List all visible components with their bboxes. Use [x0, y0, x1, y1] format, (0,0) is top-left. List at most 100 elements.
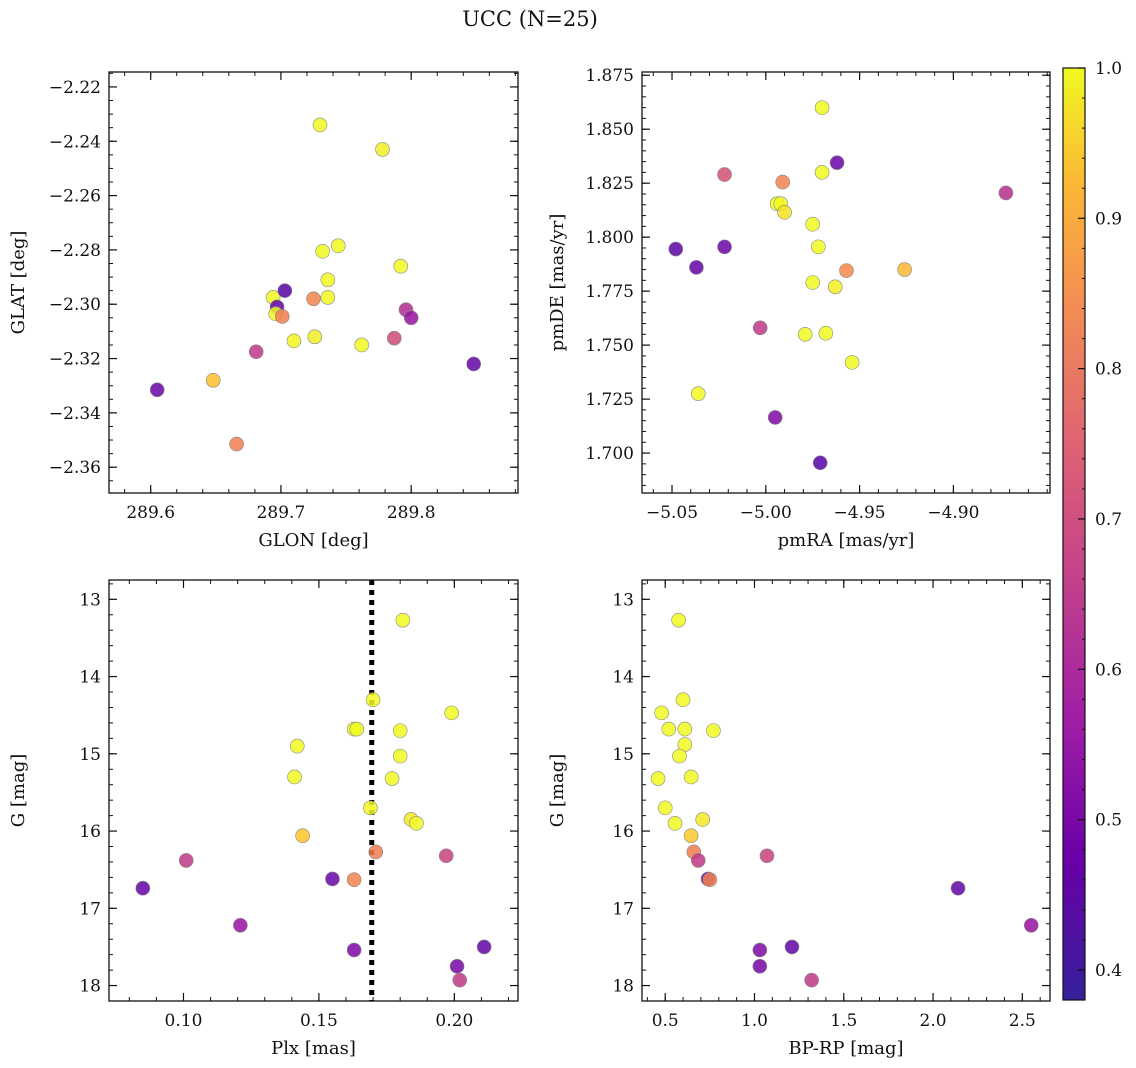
scatter-point [657, 800, 673, 816]
ytick-label: 1.800 [585, 228, 634, 248]
scatter-point [683, 769, 699, 785]
scatter-point [661, 721, 677, 737]
scatter-point [375, 142, 390, 157]
scatter-point [675, 692, 691, 708]
scatter-point [320, 290, 336, 305]
ytick-label: 1.725 [585, 390, 634, 410]
scatter-point [702, 872, 718, 888]
ytick-label: 15 [612, 745, 634, 765]
scatter-point [306, 291, 321, 307]
scatter-point [392, 723, 408, 738]
scatter-point [784, 939, 800, 955]
ytick-label: −2.28 [49, 241, 101, 261]
scatter-panel-plx-g: 0.10 0.15 0.20 13 14 15 16 17 18 Plx [mas] G [mag] [8, 579, 519, 1059]
xtick-label: −5.00 [740, 503, 792, 523]
scatter-point [384, 771, 400, 786]
scatter-point [438, 848, 454, 864]
ytick-label: 1.850 [585, 120, 634, 140]
scatter-point [759, 848, 775, 864]
xtick-label: 2.5 [1009, 1011, 1036, 1031]
y-axis-label: GLAT [deg] [8, 231, 29, 335]
ytick-label: 1.875 [585, 66, 634, 86]
scatter-point [289, 738, 305, 754]
y-axis-label: G [mag] [547, 754, 568, 827]
ytick-label: −2.34 [49, 404, 101, 424]
scatter-point [752, 320, 768, 336]
scatter-point [668, 241, 684, 257]
scatter-point [695, 812, 711, 827]
scatter-point [839, 263, 854, 278]
scatter-panel-glon-glat: 289.6 289.7 289.8 −2.22 −2.24 −2.26 −2.28 −2.30… [8, 71, 519, 551]
scatter-point [205, 372, 221, 388]
scatter-point [365, 692, 381, 708]
ytick-label: −2.22 [49, 78, 101, 98]
scatter-point [650, 771, 666, 786]
scatter-point [178, 853, 194, 868]
scatter-point [315, 243, 330, 259]
colorbar-tick-label: 1.0 [1095, 59, 1122, 79]
scatter-point [812, 455, 828, 471]
scatter-point [844, 355, 860, 370]
scatter-point [752, 942, 768, 958]
scatter-point [677, 721, 693, 737]
scatter-point [752, 958, 768, 974]
scatter-point [706, 723, 721, 738]
scatter-point [690, 853, 706, 868]
colorbar-tick-label: 0.9 [1095, 209, 1122, 229]
scatter-point [403, 310, 419, 326]
colorbar-tick-label: 0.6 [1095, 660, 1122, 680]
scatter-point [286, 333, 302, 349]
scatter-point [277, 283, 293, 298]
scatter-point [775, 174, 790, 190]
x-axis-label: BP-RP [mag] [788, 1038, 903, 1059]
ytick-label: 1.775 [585, 282, 634, 302]
scatter-point [814, 165, 830, 180]
scatter-point [667, 816, 683, 831]
scatter-point [346, 942, 362, 958]
y-axis-label: G [mag] [8, 754, 29, 827]
axes-frame [641, 71, 1051, 494]
scatter-point [135, 880, 151, 896]
scatter-point [767, 410, 783, 425]
scatter-point [690, 386, 706, 401]
xtick-label: 1.5 [830, 1011, 857, 1031]
scatter-point [346, 872, 362, 888]
x-axis-label: GLON [deg] [258, 530, 368, 551]
ticks-plx-g [109, 580, 518, 1002]
scatter-point [363, 800, 378, 816]
colorbar-tick-label: 0.8 [1095, 360, 1122, 380]
ytick-label: 1.825 [585, 174, 634, 194]
y-axis-label: pmDE [mas/yr] [547, 214, 568, 352]
ytick-label: −2.26 [49, 187, 101, 207]
ytick-label: 15 [79, 745, 101, 765]
xtick-label: 0.15 [300, 1011, 338, 1031]
scatter-point [393, 258, 409, 274]
xtick-label: 289.7 [257, 503, 306, 523]
scatter-point [229, 436, 244, 452]
scatter-point [1023, 917, 1039, 933]
scatter-point [811, 239, 826, 255]
scatter-point [897, 262, 912, 277]
scatter-point [449, 958, 465, 974]
axes-frame [108, 579, 519, 1002]
xtick-label: −4.90 [927, 503, 979, 523]
scatter-point [354, 337, 369, 353]
scatter-point [409, 816, 424, 831]
scatter-point [717, 239, 732, 255]
xtick-label: 0.5 [652, 1011, 679, 1031]
scatter-point [452, 972, 468, 988]
scatter-point [805, 275, 821, 290]
scatter-point [476, 939, 492, 955]
figure-title: UCC (N=25) [462, 7, 598, 31]
xtick-label: −5.05 [646, 503, 698, 523]
xtick-label: 0.10 [165, 1011, 203, 1031]
scatter-point [248, 344, 264, 360]
scatter-point [312, 117, 328, 133]
scatter-point [654, 705, 669, 721]
scatter-point [804, 972, 819, 988]
xtick-label: 2.0 [920, 1011, 947, 1031]
ytick-label: 18 [612, 977, 634, 997]
ytick-label: 1.700 [585, 444, 634, 464]
scatter-point [368, 844, 384, 860]
